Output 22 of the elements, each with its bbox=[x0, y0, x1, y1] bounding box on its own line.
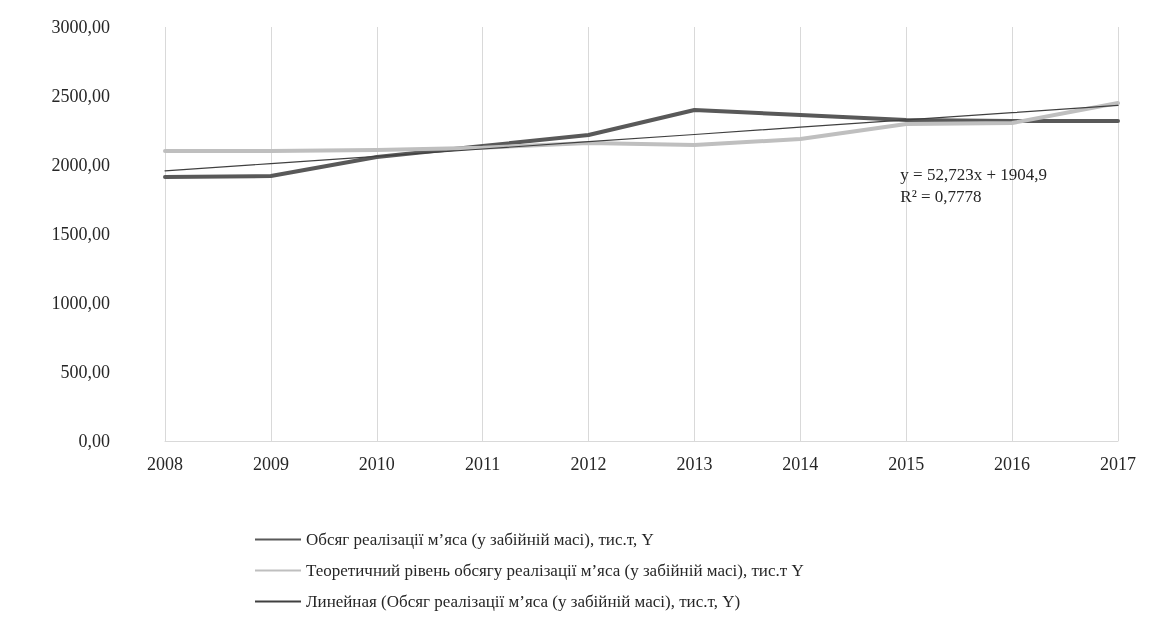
x-tick-label: 2012 bbox=[570, 454, 607, 474]
x-tick-label: 2014 bbox=[782, 454, 819, 474]
x-tick-label: 2008 bbox=[147, 454, 183, 474]
line-series bbox=[163, 101, 1120, 154]
legend-label: Линейная (Обсяг реалізації м’яса (у забійній масі), тис.т, Y) bbox=[306, 592, 741, 611]
y-tick-label: 3000,00 bbox=[51, 17, 110, 37]
y-tick-label: 2000,00 bbox=[51, 155, 110, 175]
x-tick-label: 2015 bbox=[888, 454, 925, 474]
annotation: y = 52,723x + 1904,9 R² = 0,7778 bbox=[900, 164, 1048, 206]
x-tick-label: 2009 bbox=[252, 454, 289, 474]
y-tick-label: 1500,00 bbox=[51, 224, 110, 244]
legend-label: Теоретичний рівень обсягу реалізації м’яса (у забійній масі), тис.т Y bbox=[306, 561, 804, 580]
x-tick-label: 2010 bbox=[358, 454, 395, 474]
y-tick-label: 1000,00 bbox=[51, 293, 110, 313]
legend-label: Обсяг реалізації м’яса (у забійній масі), тис.т, Y bbox=[306, 530, 654, 549]
y-tick-label: 2500,00 bbox=[51, 86, 110, 106]
y-tick-label: 500,00 bbox=[60, 362, 110, 382]
y-tick-label: 0,00 bbox=[78, 431, 110, 451]
x-tick-label: 2013 bbox=[676, 454, 713, 474]
x-tick-label: 2016 bbox=[994, 454, 1031, 474]
x-tick-label: 2011 bbox=[464, 454, 501, 474]
x-tick-label: 2017 bbox=[1100, 454, 1136, 474]
